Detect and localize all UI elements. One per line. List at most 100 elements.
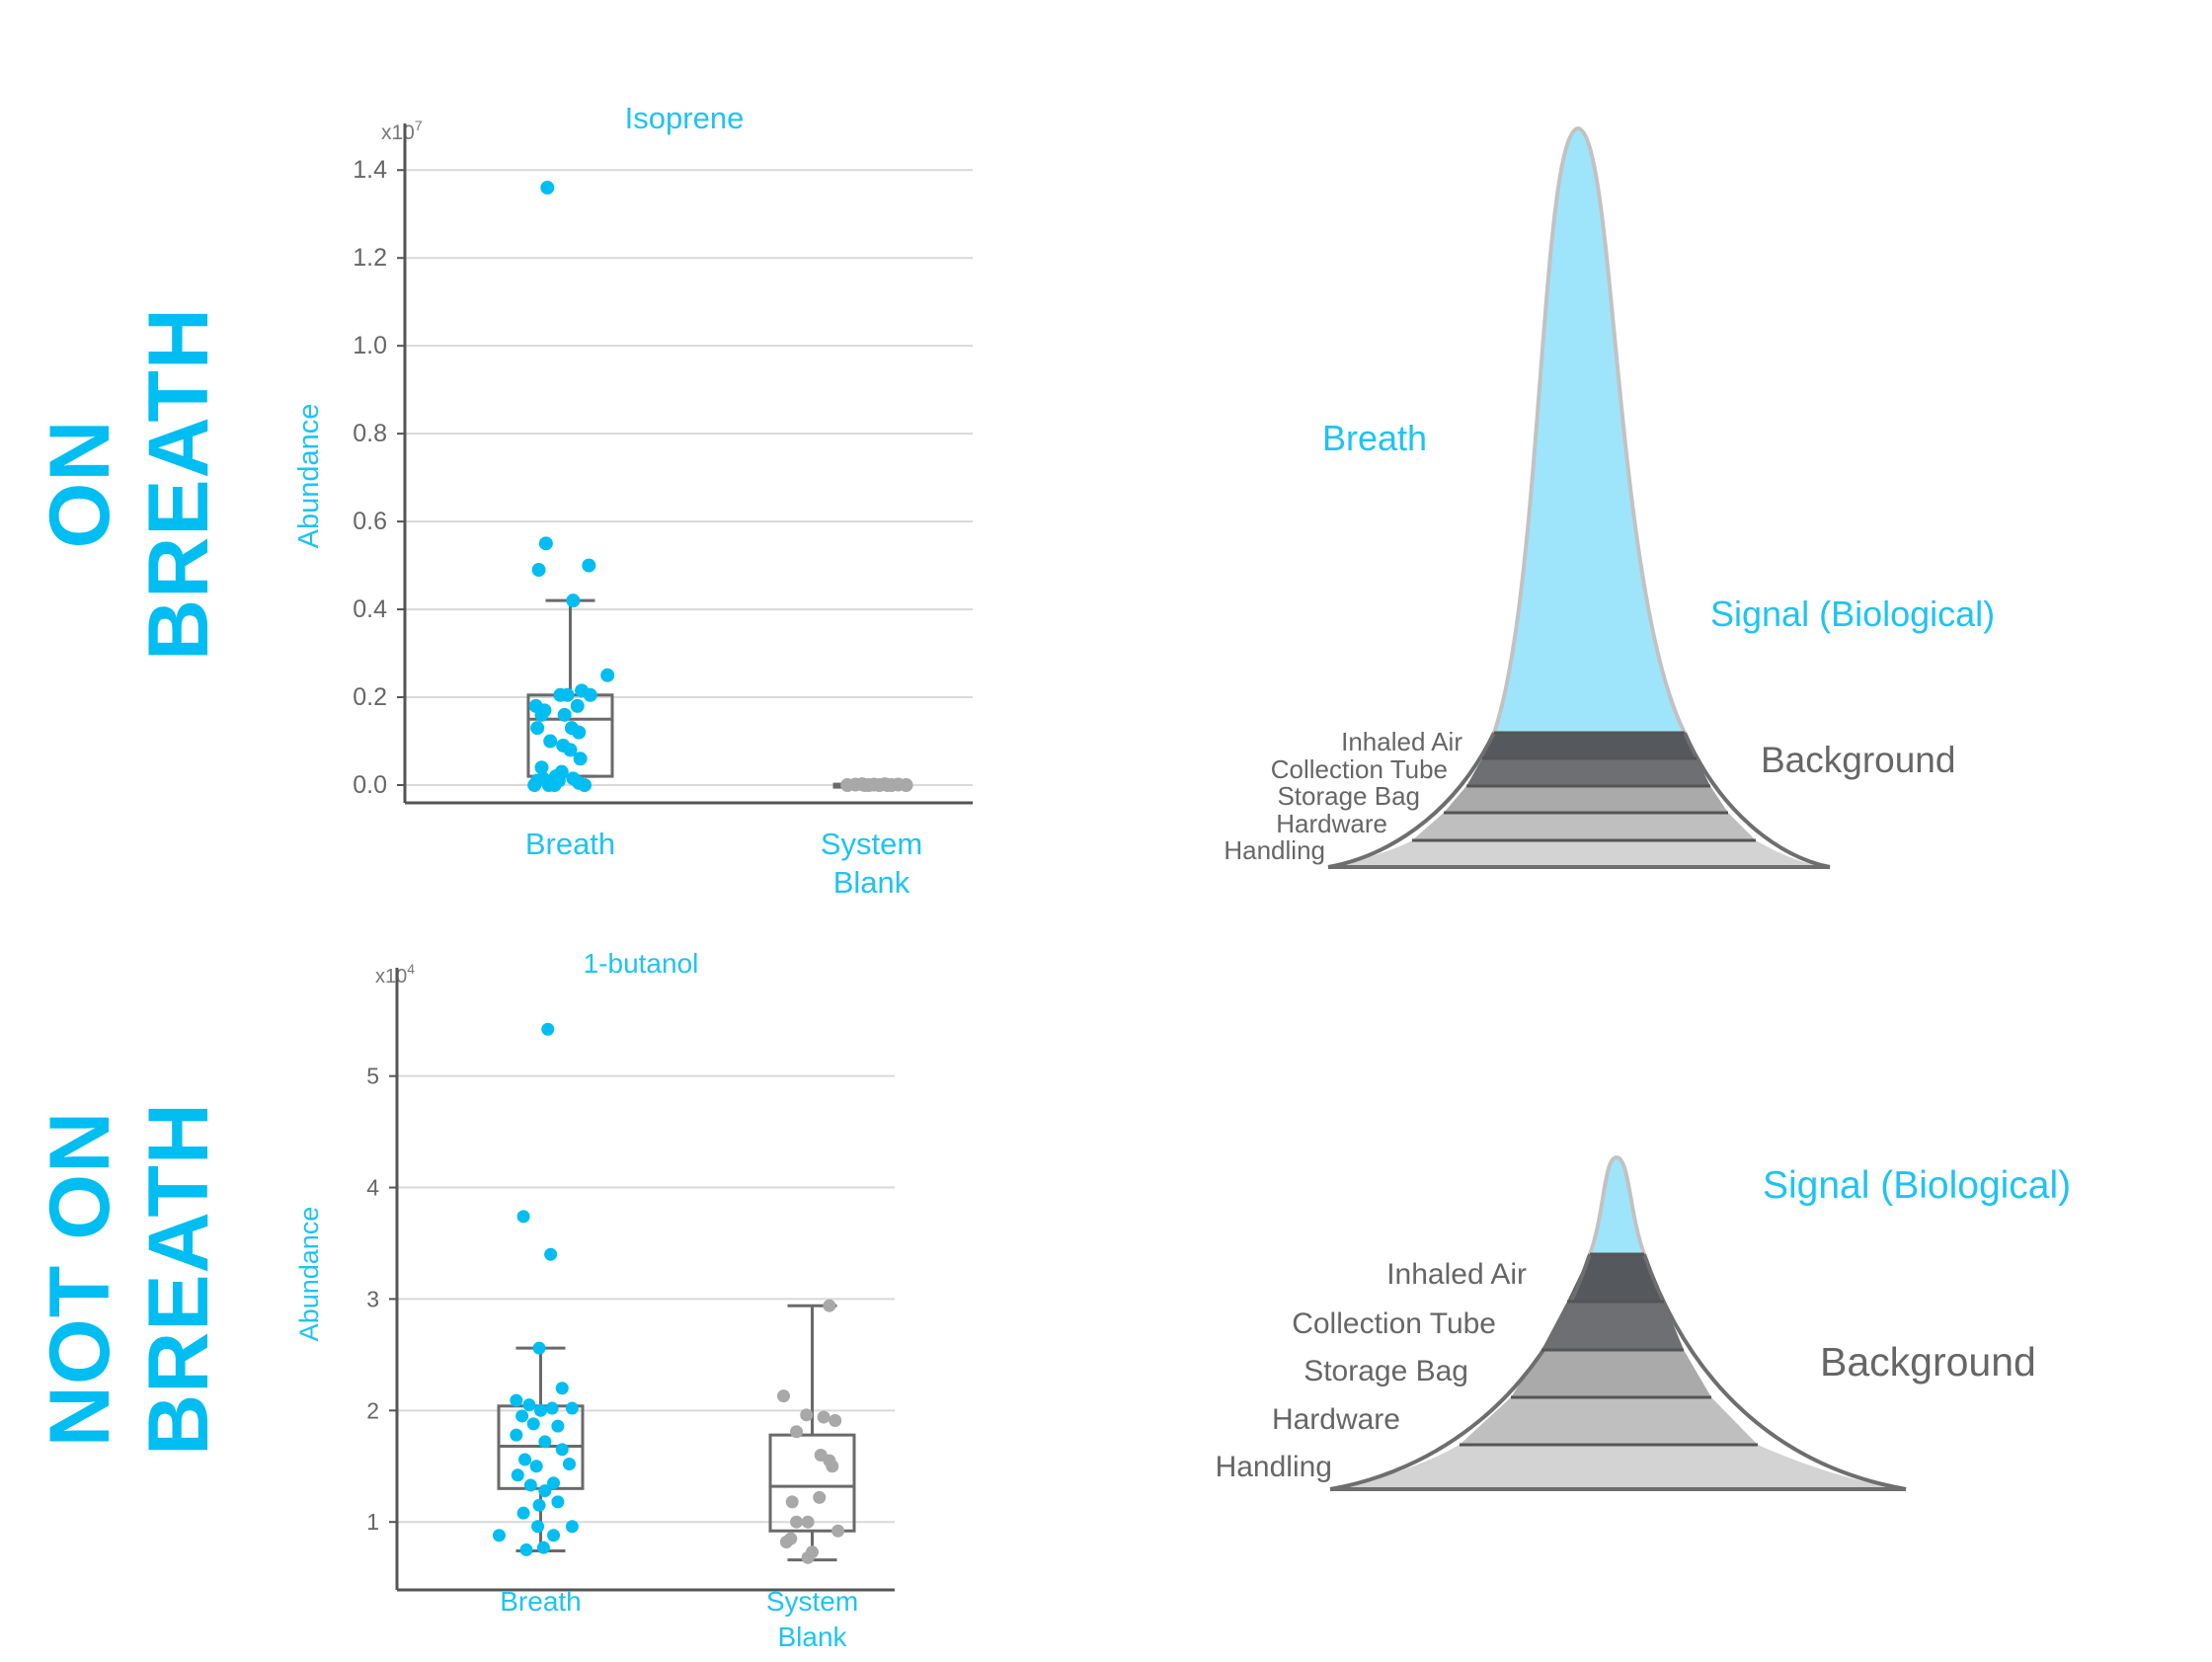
y-axis-label-butanol: Abundance	[294, 1207, 324, 1342]
x-category-label: System	[821, 827, 922, 861]
chart-title-isoprene: Isoprene	[625, 101, 745, 135]
peak-outline-bottom	[1588, 1154, 1646, 1255]
data-point-breath	[578, 778, 592, 792]
base-outline-top	[1327, 732, 1831, 869]
y-tick-label: 0.8	[353, 420, 387, 447]
data-point-breath	[541, 1022, 555, 1036]
y-tick-label: 2	[366, 1397, 379, 1423]
peak-signal-area-top	[1494, 128, 1685, 733]
signal-label-bottom: Signal (Biological)	[1763, 1164, 2071, 1207]
layer-label-inhaled-air-top: Inhaled Air	[1341, 727, 1462, 756]
layer-storage-bag-top	[1444, 786, 1728, 813]
row-label-on-breath: ON BREATH	[33, 307, 226, 661]
data-point-system-blank	[777, 1389, 790, 1403]
data-point-breath	[560, 687, 575, 702]
data-point-breath	[518, 1453, 532, 1466]
peak-outline-top	[1492, 125, 1687, 734]
data-point-system-blank	[829, 1413, 842, 1427]
layer-label-handling-top: Handling	[1224, 835, 1325, 865]
layer-label-storage-bag-bottom: Storage Bag	[1304, 1355, 1468, 1387]
data-point-breath	[551, 1419, 565, 1433]
iqr-box	[768, 1433, 856, 1533]
data-point-breath	[530, 721, 545, 736]
grid-isoprene	[405, 169, 973, 786]
data-point-system-blank	[826, 1460, 839, 1473]
x-labels-butanol: Breath System Blank	[500, 1586, 858, 1652]
data-point-breath	[545, 1401, 559, 1415]
data-point-breath	[534, 707, 549, 722]
signal-background-diagram-on-breath: Breath Signal (Biological) Background In…	[1224, 125, 1995, 869]
y-tick-label: 4	[366, 1175, 379, 1201]
data-point-breath	[532, 1341, 546, 1355]
data-point-breath	[519, 1543, 533, 1556]
data-point-breath	[547, 778, 562, 792]
data-point-breath	[563, 1458, 576, 1471]
data-point-breath	[531, 1520, 545, 1534]
data-point-breath	[557, 707, 572, 722]
y-ticks-butanol: 1 2 3 4 5	[366, 1064, 397, 1535]
layer-label-inhaled-air-bottom: Inhaled Air	[1386, 1258, 1527, 1291]
y-tick-label: 0.6	[353, 508, 387, 535]
data-point-breath	[492, 1529, 506, 1543]
data-point-breath	[515, 1409, 529, 1423]
data-point-breath	[600, 668, 615, 682]
y-tick-label: 0.4	[353, 595, 387, 623]
data-point-system-blank	[785, 1495, 799, 1509]
layer-handling-top	[1328, 840, 1830, 867]
data-point-system-blank	[857, 778, 872, 792]
data-point-breath	[555, 1443, 569, 1457]
data-point-breath	[510, 1393, 523, 1407]
layer-dividers-bottom	[1460, 1252, 1758, 1447]
x-category-label: Breath	[500, 1586, 582, 1617]
x-category-label: Blank	[777, 1622, 847, 1652]
data-point-breath	[538, 1435, 552, 1449]
y-tick-label: 0.0	[353, 771, 387, 799]
layer-inhaled-air-bottom	[1567, 1254, 1664, 1302]
layer-label-storage-bag-top: Storage Bag	[1277, 781, 1420, 811]
x-labels-isoprene: Breath System Blank	[525, 827, 922, 900]
data-point-system-blank	[823, 1299, 836, 1312]
data-point-breath	[566, 594, 581, 608]
data-point-system-blank	[880, 778, 895, 792]
y-tick-label: 3	[366, 1286, 379, 1311]
y-multiplier-butanol: x104	[375, 961, 415, 988]
data-point-breath	[532, 1498, 546, 1512]
y-tick-label: 1	[366, 1509, 379, 1535]
data-point-system-blank	[801, 1515, 815, 1529]
data-point-breath	[516, 1506, 530, 1520]
peak-shape-top	[1327, 125, 1831, 869]
row-label-not-on-breath-line1: NOT ON	[33, 1111, 127, 1447]
layer-hardware-bottom	[1460, 1397, 1758, 1445]
row-label-not-on-breath: NOT ON BREATH	[33, 1102, 226, 1456]
data-point-breath	[543, 734, 558, 749]
data-point-breath	[536, 1541, 550, 1554]
data-point-breath	[551, 1495, 565, 1509]
breath-label: Breath	[1322, 418, 1427, 458]
data-point-breath	[529, 1460, 543, 1473]
data-point-breath	[572, 725, 587, 740]
points-butanol	[492, 1022, 845, 1564]
data-point-breath	[573, 752, 588, 766]
data-point-breath	[538, 1484, 552, 1498]
row-label-on-breath-line2: BREATH	[131, 307, 226, 661]
y-tick-label: 1.2	[353, 244, 387, 272]
layer-label-collection-tube-bottom: Collection Tube	[1292, 1307, 1496, 1340]
butanol-boxplot: 1-butanol Abundance x104 1 2 3 4 5 Breath Sys…	[294, 948, 895, 1652]
x-category-label: Breath	[525, 827, 615, 861]
data-point-breath	[534, 1403, 547, 1417]
data-point-breath	[526, 1417, 540, 1431]
data-point-breath	[510, 1428, 523, 1442]
layer-label-hardware-top: Hardware	[1276, 809, 1387, 838]
layer-inhaled-air-top	[1482, 733, 1697, 758]
data-point-breath	[555, 1382, 569, 1395]
data-point-breath	[540, 181, 555, 196]
layer-label-collection-tube-top: Collection Tube	[1271, 754, 1448, 784]
data-point-breath	[570, 698, 585, 713]
layer-collection-tube-bottom	[1541, 1302, 1684, 1350]
data-point-system-blank	[817, 1410, 830, 1424]
y-tick-label: 1.4	[353, 156, 387, 184]
base-outline-bottom	[1329, 1253, 1907, 1491]
data-point-breath	[582, 558, 596, 573]
data-point-system-blank	[790, 1515, 804, 1529]
